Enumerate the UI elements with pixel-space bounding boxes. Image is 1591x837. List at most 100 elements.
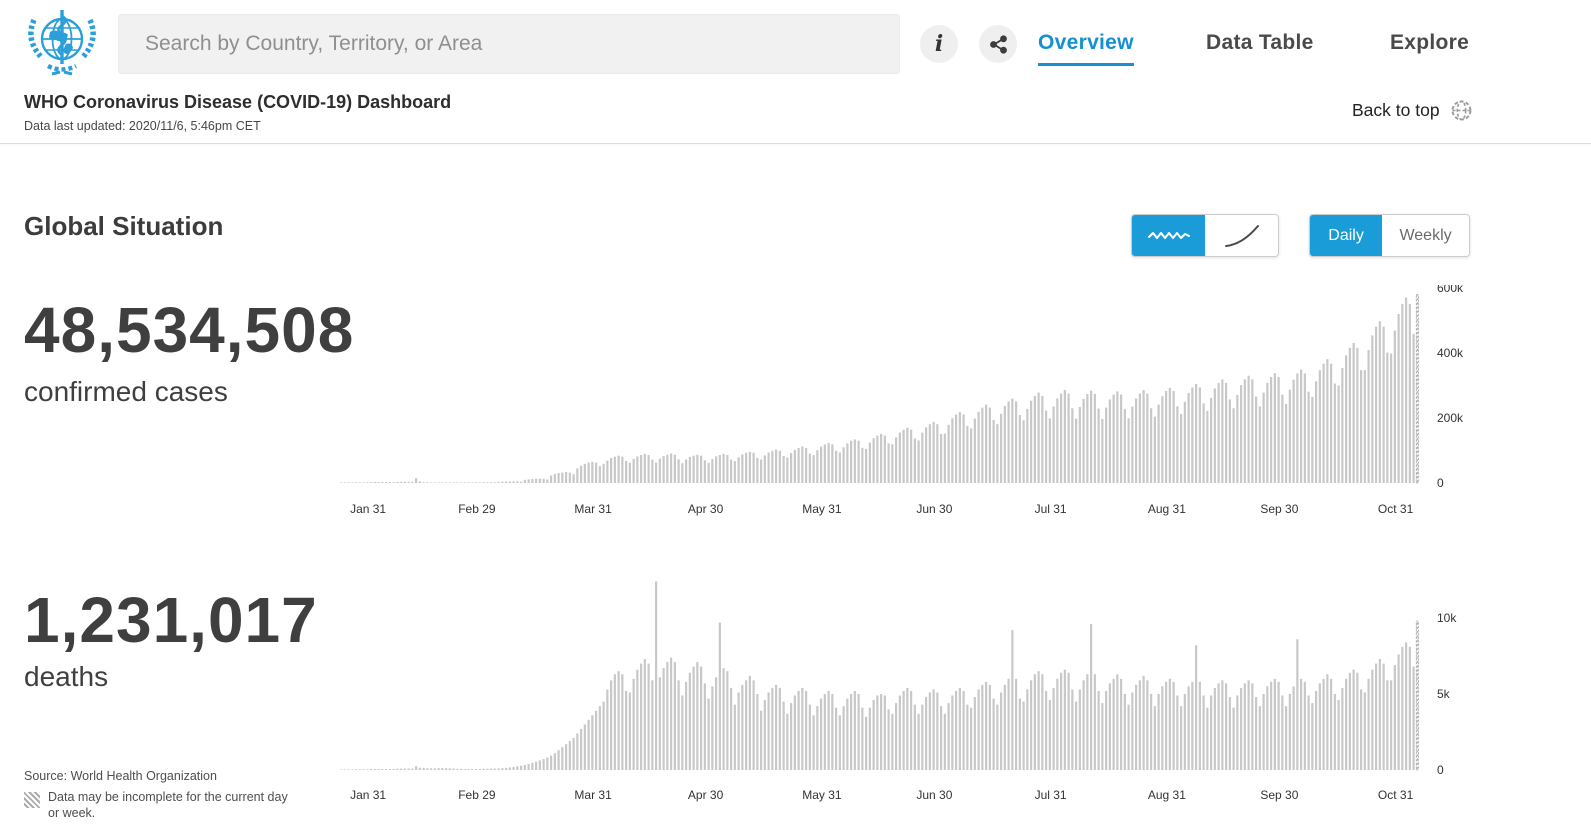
daily-toggle-button[interactable]: Daily — [1310, 215, 1383, 256]
bar — [366, 482, 369, 483]
bar — [587, 462, 590, 484]
bar — [1375, 326, 1378, 483]
bar — [1033, 674, 1036, 770]
bar — [1135, 398, 1138, 483]
bar — [1412, 333, 1415, 483]
section-title: Global Situation — [24, 211, 224, 241]
bar — [1060, 393, 1063, 484]
bar — [775, 684, 778, 770]
bar — [1322, 363, 1325, 483]
search-input[interactable] — [118, 14, 900, 74]
bar — [1127, 418, 1130, 483]
bar — [1030, 680, 1033, 770]
bar — [1258, 406, 1261, 483]
bar — [1255, 697, 1258, 770]
bar — [553, 473, 556, 483]
bar — [1326, 359, 1329, 483]
bar — [741, 684, 744, 770]
bar — [1225, 382, 1228, 483]
bar — [1255, 396, 1258, 483]
x-tick-label: May 31 — [802, 788, 842, 802]
y-tick-label: 200k — [1437, 411, 1464, 425]
x-tick-label: Feb 29 — [458, 788, 496, 802]
bar — [1037, 671, 1040, 770]
bar — [1232, 408, 1235, 483]
bar — [748, 675, 751, 770]
bar — [913, 438, 916, 483]
cumulative-line-toggle-button[interactable] — [1205, 215, 1278, 256]
share-button[interactable] — [979, 25, 1017, 63]
bar — [1082, 398, 1085, 483]
bar — [685, 681, 688, 770]
bar — [741, 454, 744, 483]
bar — [1165, 391, 1168, 483]
bar — [385, 481, 388, 483]
bar — [940, 706, 943, 770]
bar — [460, 769, 463, 770]
bar — [872, 438, 875, 483]
bar — [561, 747, 564, 770]
bar — [1116, 391, 1119, 483]
bar — [1131, 692, 1134, 770]
bar — [1311, 396, 1314, 484]
bar — [1108, 399, 1111, 483]
bar — [1033, 395, 1036, 483]
bar — [400, 481, 403, 483]
bar — [1026, 689, 1029, 770]
bar — [1078, 689, 1081, 770]
bar — [1345, 678, 1348, 770]
bar — [1067, 393, 1070, 484]
bar — [996, 424, 999, 484]
deaths-chart[interactable]: 0 5k 10k Jan 31 Feb 29 Mar 31 Apr 30 May 31 Jun … — [340, 580, 1500, 830]
bar — [1018, 698, 1021, 770]
bar — [1078, 406, 1081, 483]
bar — [1127, 704, 1130, 770]
bar — [1285, 404, 1288, 483]
bar — [1326, 674, 1329, 770]
bar — [1063, 390, 1066, 483]
bar — [343, 769, 346, 770]
bar — [936, 692, 939, 770]
deaths-label: deaths — [24, 661, 109, 692]
bar — [475, 482, 478, 483]
bar — [486, 482, 489, 483]
bar — [1048, 700, 1051, 770]
bar — [707, 698, 710, 770]
bar — [1000, 692, 1003, 770]
back-to-top-button[interactable]: Back to top — [1352, 99, 1473, 122]
bar — [1262, 392, 1265, 483]
bar — [583, 724, 586, 770]
bar — [692, 455, 695, 483]
bar — [1273, 678, 1276, 770]
tab-overview[interactable]: Overview — [1038, 31, 1134, 66]
bar — [666, 662, 669, 770]
bar — [542, 478, 545, 484]
bar — [460, 482, 463, 483]
bar — [370, 769, 373, 770]
bar — [1142, 390, 1145, 483]
bar — [452, 482, 455, 483]
bar — [1352, 342, 1355, 483]
bar — [1056, 678, 1059, 770]
bar-chart-toggle-button[interactable] — [1132, 215, 1205, 256]
bar — [1161, 686, 1164, 770]
bar — [943, 433, 946, 483]
bar — [362, 482, 365, 483]
bar — [396, 481, 399, 483]
bar — [1176, 695, 1179, 770]
tab-explore[interactable]: Explore — [1390, 31, 1470, 54]
info-button[interactable]: i — [920, 25, 958, 63]
bar — [1150, 694, 1153, 770]
bar — [580, 728, 583, 770]
bar — [467, 482, 470, 483]
bar — [407, 768, 410, 770]
tab-data-table[interactable]: Data Table — [1206, 31, 1314, 54]
weekly-toggle-button[interactable]: Weekly — [1382, 215, 1469, 256]
bar — [883, 435, 886, 483]
bar — [362, 769, 365, 770]
confirmed-cases-chart[interactable]: 0 200k 400k 600k Jan 31 Feb 29 Mar 31 Apr 30 May… — [340, 285, 1500, 535]
bar — [778, 687, 781, 770]
back-to-top-label: Back to top — [1352, 100, 1440, 120]
bar — [1371, 335, 1374, 483]
bar — [1206, 410, 1209, 483]
